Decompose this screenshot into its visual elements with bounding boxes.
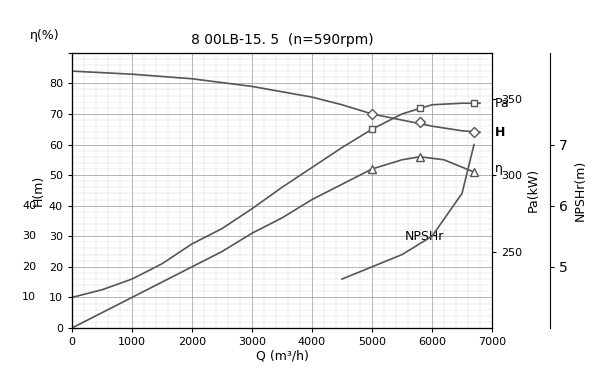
Text: 10: 10 xyxy=(22,293,37,302)
Text: 30: 30 xyxy=(22,231,37,241)
Text: η: η xyxy=(495,162,503,175)
Text: Pa: Pa xyxy=(495,97,510,110)
Title: 8 00LB-15. 5  (n=590rpm): 8 00LB-15. 5 (n=590rpm) xyxy=(191,34,373,48)
Text: η(%): η(%) xyxy=(30,29,59,42)
X-axis label: Q (m³/h): Q (m³/h) xyxy=(256,350,308,363)
Y-axis label: Pa(kW): Pa(kW) xyxy=(526,168,539,213)
Text: H: H xyxy=(495,126,505,139)
Y-axis label: NPSHr(m): NPSHr(m) xyxy=(574,160,587,221)
Y-axis label: H(m): H(m) xyxy=(32,175,44,206)
Text: NPSHr: NPSHr xyxy=(405,230,445,243)
Text: 20: 20 xyxy=(22,262,37,272)
Text: 40: 40 xyxy=(22,201,37,211)
